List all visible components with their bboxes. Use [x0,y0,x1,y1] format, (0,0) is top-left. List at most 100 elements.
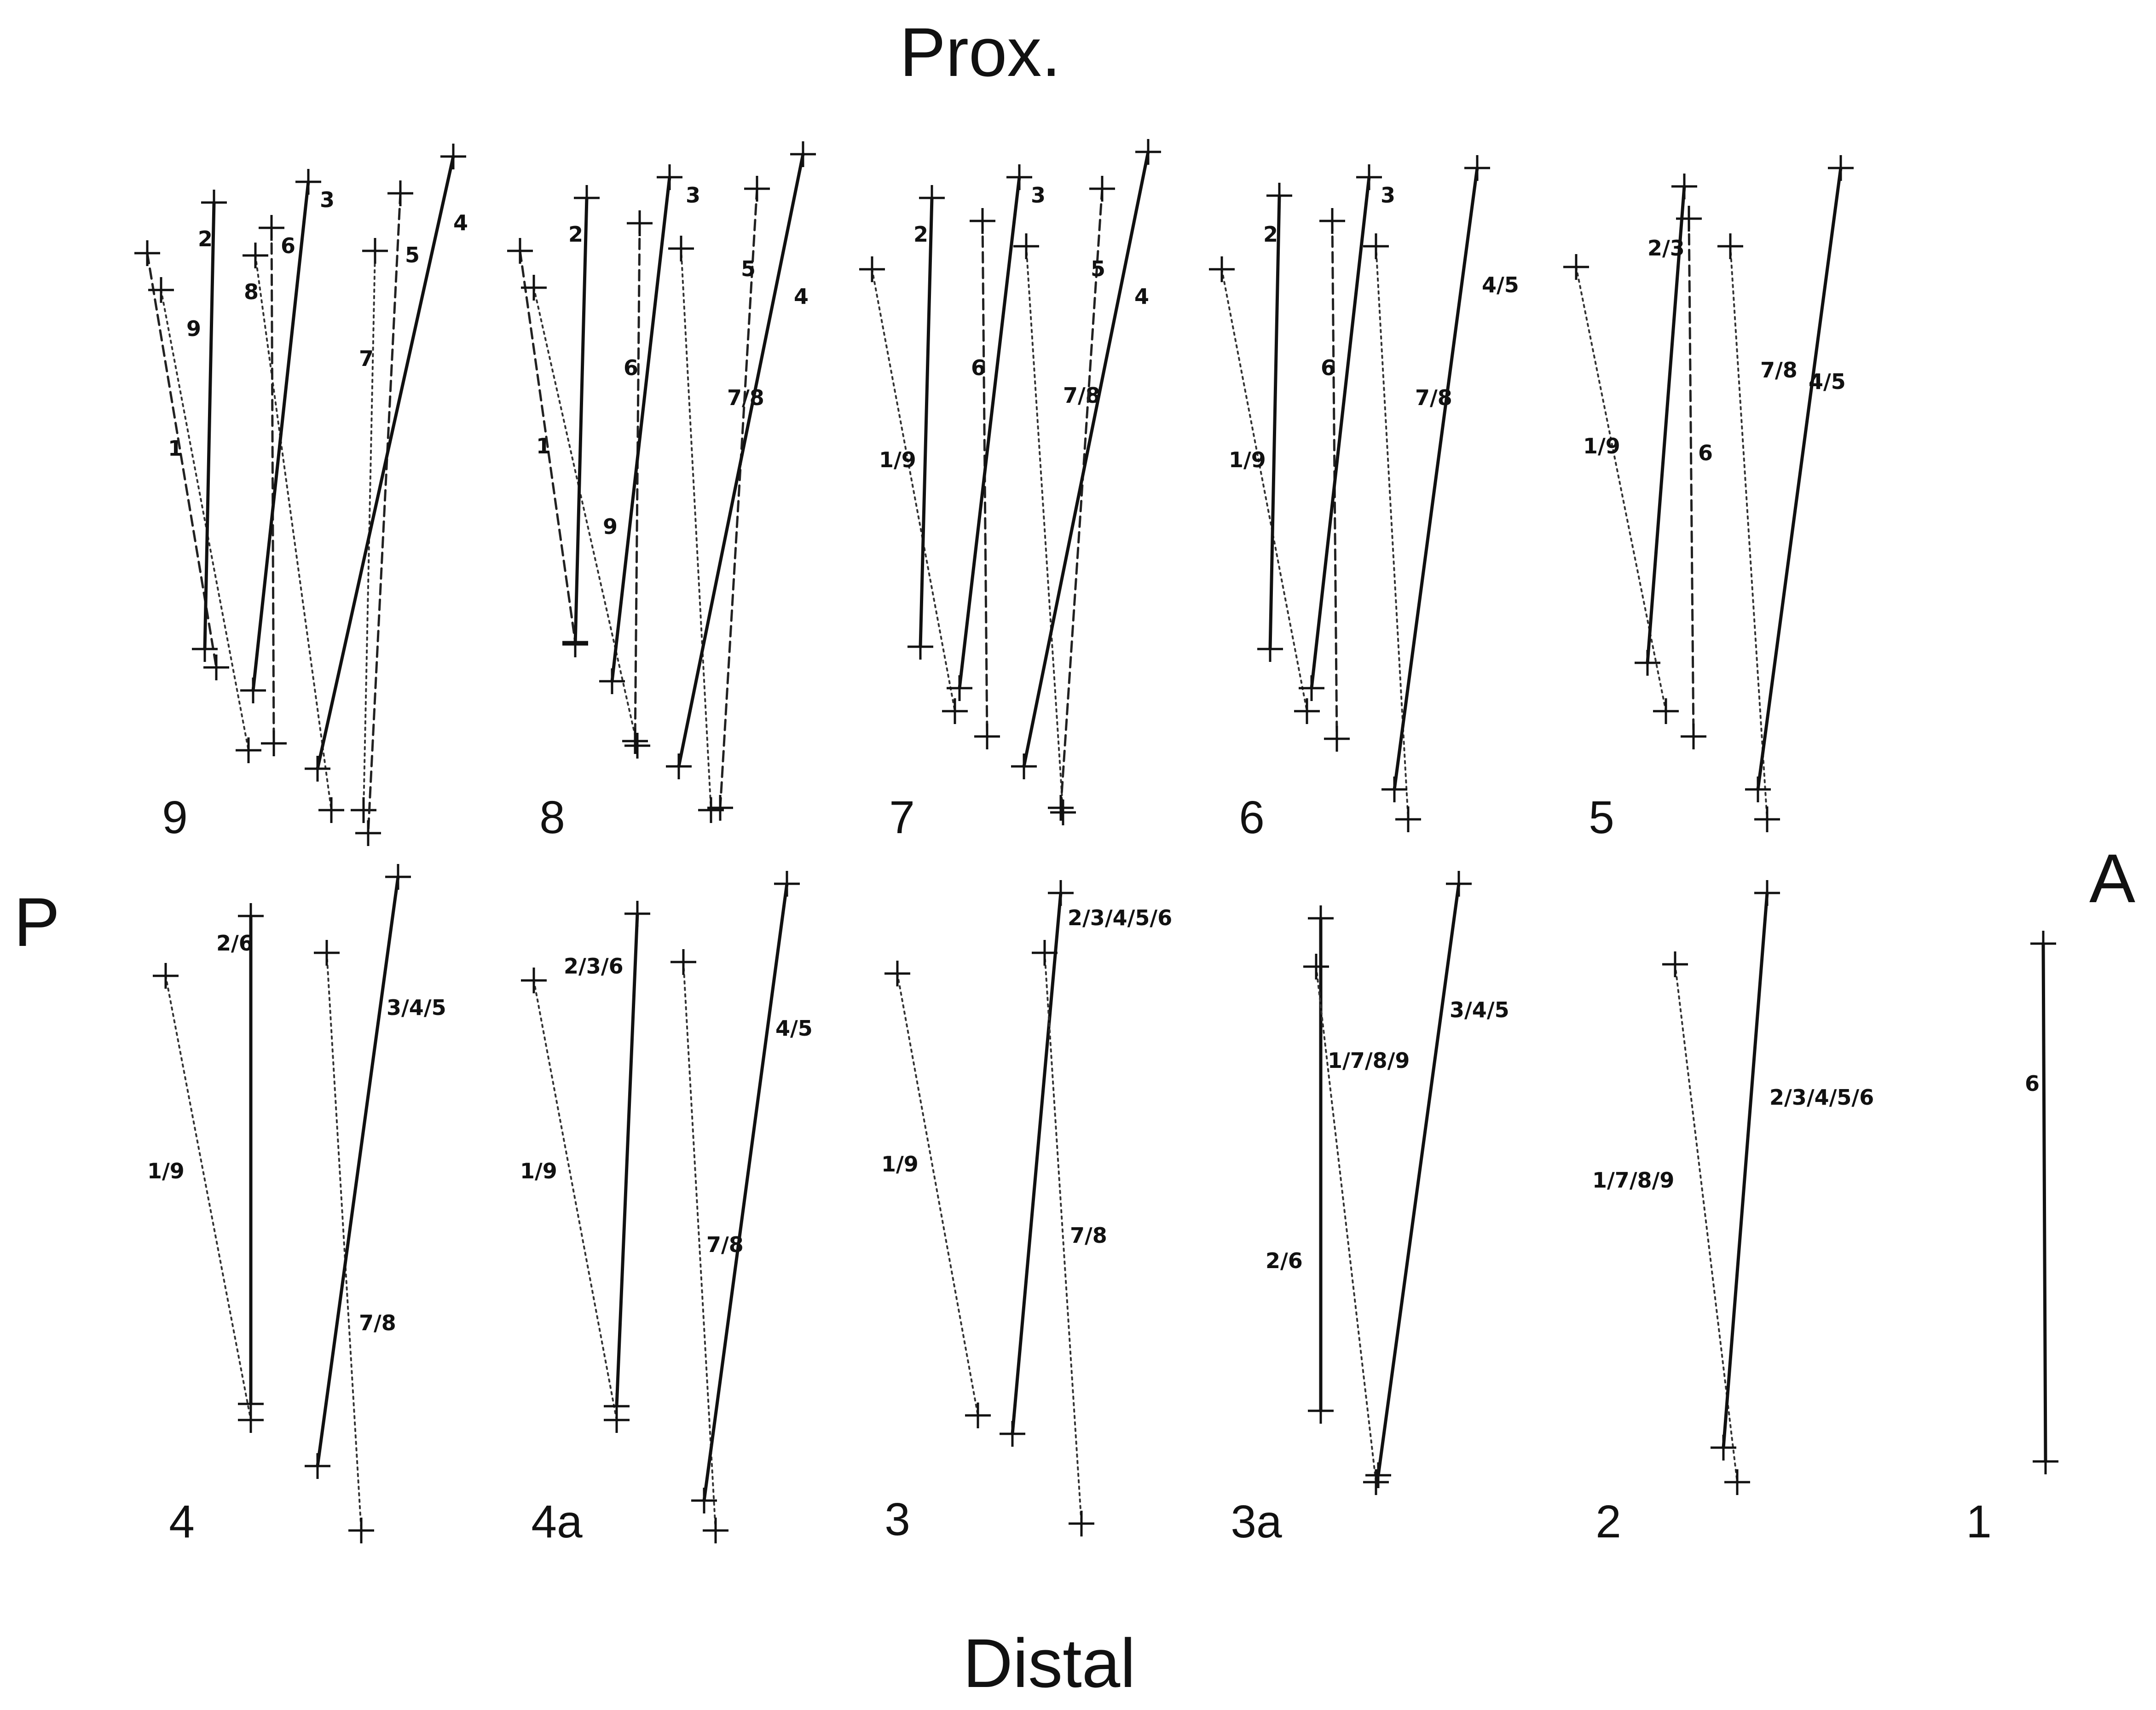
panel-3: 3 1/9 2/3/4/5/6 7/8 [881,880,1172,1545]
endpoint-marker [562,632,588,657]
endpoint-marker [1308,905,1334,931]
segment-label: 1/7/8/9 [1328,1048,1410,1073]
panel-4: 4 1/9 2/6 7/8 3/4/5 [147,864,446,1548]
segment-label: 4 [794,284,809,309]
segment-line [1310,175,1371,690]
segment-line [682,961,717,1531]
segment-line [1315,966,1377,1483]
segment-label: 4 [1134,284,1149,309]
endpoint-marker [314,940,340,966]
segment-line [719,187,758,809]
endpoint-marker [970,208,995,234]
segment-label: 5 [405,243,420,267]
segment-line [367,192,402,835]
endpoint-marker [1671,174,1697,199]
segment-label: 1/7/8/9 [1592,1168,1674,1193]
segment-line [1756,166,1843,791]
endpoint-marker [1048,880,1074,906]
segment-label: 7/8 [359,1310,396,1335]
panel-5: 5 1/9 2/3 6 7/8 4/5 [1563,155,1854,843]
endpoint-marker [385,864,411,890]
endpoint-marker [259,215,284,241]
endpoint-marker [1464,155,1490,181]
panel-label: 4a [531,1496,583,1548]
segment-line [871,268,956,712]
segment-line [251,180,310,692]
endpoint-marker [1681,724,1706,749]
endpoint-marker [238,1391,264,1417]
segment-line [326,952,362,1531]
panel-3a: 3a 2/6 1/7/8/9 3/4/5 [1231,871,1509,1548]
segment-label: 7/8 [1760,358,1798,383]
segment-label: 2/6 [216,931,254,956]
segment-label: 8 [244,279,259,304]
segment-label: 6 [1321,355,1335,380]
panel-label: 1 [1966,1496,1992,1548]
segment-line [702,882,789,1502]
axis-label-proximal: Prox. [900,13,1061,91]
endpoint-marker [947,675,972,701]
endpoint-marker [1745,777,1771,802]
endpoint-marker [1294,698,1320,724]
segment-line [1044,952,1082,1525]
endpoint-marker [507,238,533,264]
axis-label-anterior: A [2089,840,2135,917]
segment-line [1688,217,1695,738]
segment-label: 2/3 [1647,236,1685,261]
segment-line [677,152,805,768]
endpoint-marker [907,634,933,660]
segment-label: 3 [1381,183,1395,208]
endpoint-marker [1717,233,1743,259]
segment-label: 7 [359,346,374,371]
segment-line [519,249,577,643]
segment-label: 2/3/4/5/6 [1769,1085,1874,1110]
panel-label: 6 [1239,792,1265,843]
segment-line [2041,942,2047,1463]
segment-line [316,875,400,1468]
endpoint-marker [657,164,682,190]
endpoint-marker [440,144,466,169]
endpoint-marker [201,190,227,215]
endpoint-marker [1135,139,1161,165]
endpoint-marker [859,256,885,282]
segment-label: 6 [971,355,986,380]
endpoint-marker [774,871,800,897]
panel-label: 9 [162,792,188,843]
segment-line [1025,245,1064,813]
endpoint-marker [1676,206,1702,232]
endpoint-marker [387,180,413,206]
axis-label-distal: Distal [963,1624,1135,1702]
endpoint-marker [1395,806,1421,832]
endpoint-marker [624,733,650,759]
endpoint-marker [691,1488,717,1513]
segment-label: 3/4/5 [1450,997,1509,1022]
segment-line [254,255,332,811]
endpoint-marker [295,169,321,195]
endpoint-marker [1653,698,1679,724]
endpoint-marker [1011,754,1037,779]
endpoint-marker [305,1453,330,1479]
segment-line [165,975,252,1421]
endpoint-marker [1365,1462,1391,1488]
segment-label: 2/6 [1266,1248,1303,1273]
endpoint-marker [744,176,770,202]
endpoint-marker [919,185,945,211]
endpoint-marker [703,1518,728,1543]
endpoint-marker [1308,1398,1334,1424]
endpoint-marker [1711,1435,1736,1461]
segment-label: 1 [536,434,551,458]
segment-line [160,289,249,751]
endpoint-marker [1048,795,1074,821]
segment-label: 1/9 [1229,447,1266,472]
endpoint-marker [240,678,266,703]
endpoint-marker [599,668,625,694]
endpoint-marker [670,949,696,975]
panels: 91928637548192637/85471/92637/85461/9263… [134,139,2058,1548]
endpoint-marker [574,185,600,211]
endpoint-marker [1446,871,1472,897]
endpoint-marker [707,795,733,821]
endpoint-marker [305,756,330,782]
segment-line [270,226,275,745]
segment-label: 6 [1698,441,1713,465]
